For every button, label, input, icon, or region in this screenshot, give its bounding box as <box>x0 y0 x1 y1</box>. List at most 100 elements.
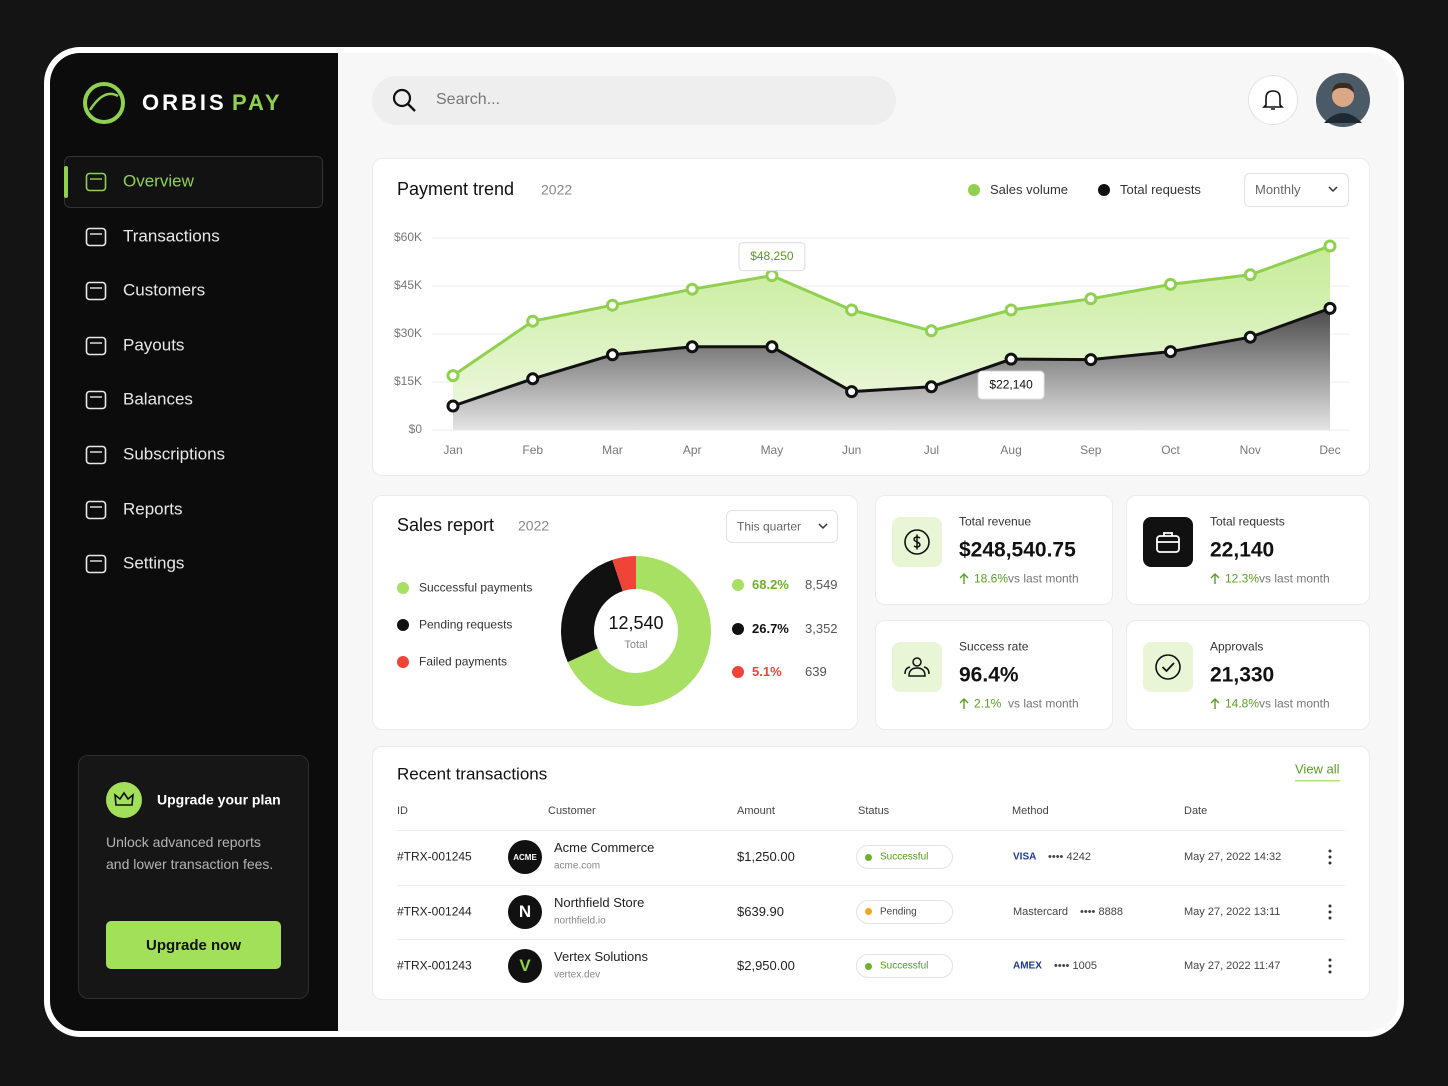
crown-shape <box>114 791 134 806</box>
amount: $639.90 <box>737 903 784 919</box>
status-label: Successful <box>880 851 929 863</box>
percent-label: 5.1% <box>752 663 782 679</box>
menu-dot <box>1328 970 1332 974</box>
nav-item[interactable]: Customers <box>123 280 206 300</box>
data-point <box>685 340 699 354</box>
y-tick-label: $30K <box>394 326 422 340</box>
donut-segment <box>561 559 623 663</box>
legend-label: Pending requests <box>419 617 513 632</box>
kpi-icon <box>904 657 930 677</box>
date: May 27, 2022 13:11 <box>1184 905 1281 918</box>
percent-label: 26.7% <box>752 620 789 636</box>
row-divider <box>397 830 1345 831</box>
customer-name: Vertex Solutions <box>554 948 648 964</box>
row-menu[interactable] <box>1327 958 1333 974</box>
column-header: Method <box>1012 804 1049 817</box>
date: May 27, 2022 14:32 <box>1184 850 1282 863</box>
legend-label: Sales volume <box>990 181 1069 197</box>
bell-icon <box>1262 90 1284 110</box>
legend-dot <box>397 619 409 631</box>
icon-shape <box>913 534 921 550</box>
legend-dot <box>732 579 744 591</box>
row-menu[interactable] <box>1327 849 1333 865</box>
date: May 27, 2022 11:47 <box>1184 959 1281 972</box>
icon-shape <box>1157 532 1179 543</box>
search-icon <box>392 88 416 112</box>
up-arrow <box>959 698 969 709</box>
nav-icon-shape <box>85 172 107 192</box>
menu-dot <box>1328 855 1332 859</box>
transaction-id: #TRX-001245 <box>397 849 472 864</box>
y-tick-label: $60K <box>394 230 422 244</box>
sales-title: Sales report <box>397 515 495 536</box>
data-point <box>1323 301 1337 315</box>
upgrade-button[interactable]: Upgrade now <box>106 921 281 969</box>
brand-name: ORBIS <box>142 89 227 115</box>
value-label: $48,250 <box>750 249 794 263</box>
view-all-link[interactable]: View all <box>1295 762 1340 782</box>
nav-item[interactable]: Payouts <box>123 335 185 355</box>
data-point <box>526 314 540 328</box>
kpi-note: vs last month <box>1259 571 1330 586</box>
notification-button[interactable] <box>1248 75 1298 125</box>
legend-label: Successful payments <box>419 580 533 595</box>
line-chart: $0 $15K $30K $45K $60K Jan Feb Mar Apr May Jun Jul A… <box>394 230 1350 457</box>
quarter-dropdown[interactable] <box>726 510 838 543</box>
kpi-note: vs last month <box>1259 696 1330 711</box>
nav-item[interactable]: Transactions <box>123 226 220 246</box>
data-point <box>765 269 779 283</box>
amount: $1,250.00 <box>737 848 795 864</box>
icon-shape <box>1156 535 1180 553</box>
nav-item[interactable]: Balances <box>123 390 193 410</box>
nav-icon <box>85 391 107 410</box>
icon-shape <box>904 529 930 555</box>
x-tick-label: May <box>761 443 784 457</box>
up-arrow <box>1210 573 1220 584</box>
donut-chart: 12,540 Total <box>561 556 711 706</box>
y-tick-label: $0 <box>409 422 423 436</box>
data-point <box>605 348 619 362</box>
brand-name-accent: PAY <box>232 89 283 115</box>
transaction-id: #TRX-001243 <box>397 958 472 973</box>
nav-item[interactable]: Subscriptions <box>123 444 226 464</box>
x-tick-label: Dec <box>1319 443 1340 457</box>
menu-dot <box>1328 861 1332 865</box>
card-brand: Mastercard <box>1013 905 1069 918</box>
icon-shape <box>904 666 930 677</box>
nav-icon-shape <box>85 391 107 410</box>
nav-item[interactable]: Overview <box>123 171 194 191</box>
data-point <box>1243 330 1257 344</box>
card-brand: VISA <box>1013 851 1037 863</box>
bell-shape <box>1262 90 1284 110</box>
donut-center-value: 12,540 <box>608 613 663 633</box>
icon-shape <box>1161 662 1175 673</box>
legend-label: Failed payments <box>419 654 508 669</box>
menu-dot <box>1328 910 1332 913</box>
kpi-label: Success rate <box>959 639 1029 654</box>
search-bar[interactable] <box>372 76 896 125</box>
customer-name: Acme Commerce <box>554 839 655 855</box>
search-lens <box>392 88 412 108</box>
data-point <box>526 372 540 386</box>
row-menu[interactable] <box>1327 904 1333 920</box>
nav-item[interactable]: Reports <box>123 499 183 519</box>
sales-subtitle: 2022 <box>518 517 550 534</box>
kpi-icon <box>1155 654 1181 680</box>
search-handle <box>407 103 416 112</box>
nav-icon <box>85 172 107 192</box>
up-arrow <box>1210 698 1220 709</box>
menu-dot <box>1328 964 1332 968</box>
nav-icon-shape <box>85 336 107 356</box>
legend-dot <box>397 656 409 668</box>
x-tick-label: Jan <box>443 443 462 457</box>
kpi-icon-box <box>1143 642 1193 692</box>
data-point <box>845 385 859 399</box>
column-header: Amount <box>737 804 775 817</box>
x-tick-label: Nov <box>1240 443 1261 457</box>
customer-avatar: V <box>508 949 542 983</box>
data-point <box>685 282 699 296</box>
card-number: •••• 8888 <box>1080 905 1123 918</box>
nav-item[interactable]: Settings <box>123 553 185 573</box>
data-point <box>1164 277 1178 291</box>
customer-name: Northfield Store <box>554 894 645 910</box>
